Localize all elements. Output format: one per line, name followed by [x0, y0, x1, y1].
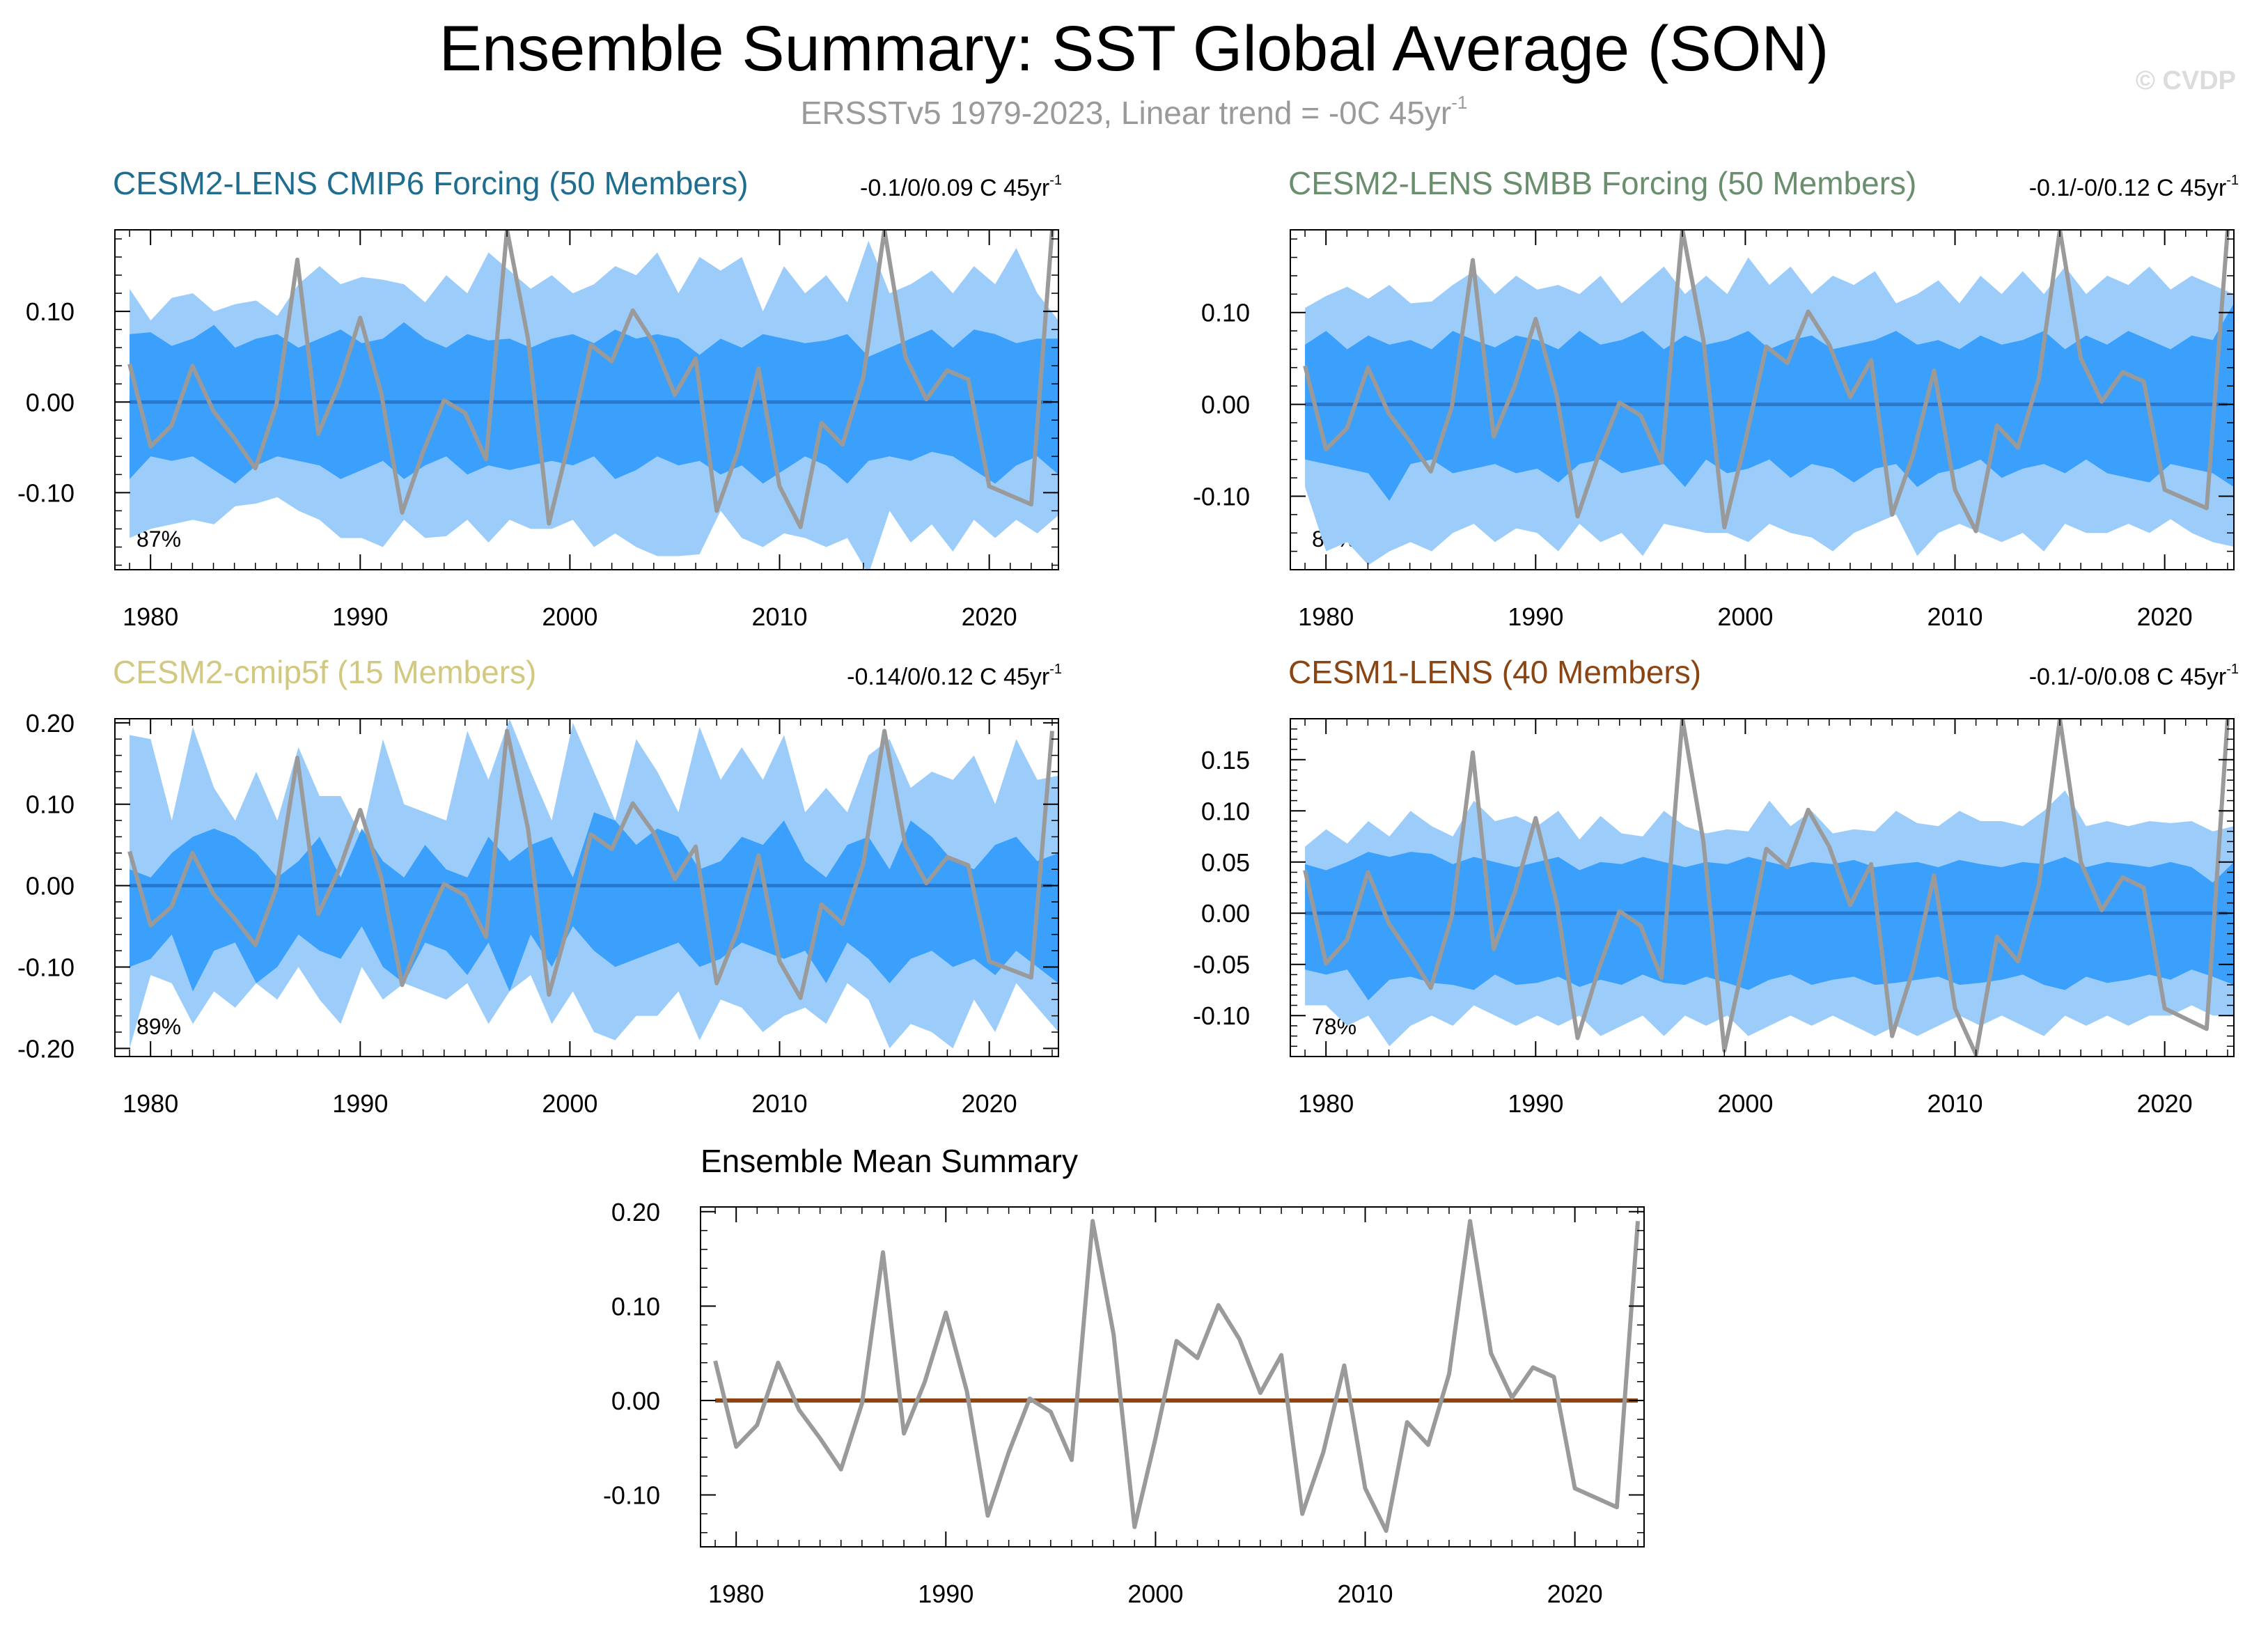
panel-4-trend-sup: -1 [2226, 662, 2239, 677]
panel-3-trend: -0.14/0/0.12 C 45yr-1 [847, 662, 1062, 691]
panel-3: -0.20 -0.10 0.00 0.10 0.20 1980 1990 2000 2010 20… [17, 709, 1059, 1118]
panel-frame [700, 1206, 1645, 1548]
observed-series-line [713, 1219, 1640, 1533]
y-tick-label: -0.10 [17, 953, 75, 981]
x-tick-label: 2000 [1127, 1580, 1183, 1608]
y-tick-label: -0.10 [1193, 482, 1250, 510]
panel-1-trend: -0.1/0/0.09 C 45yr-1 [860, 173, 1062, 202]
panel-frame [114, 718, 1059, 1057]
figure-subtitle: ERSSTv5 1979-2023, Linear trend = -0C 45… [0, 92, 2268, 132]
panel-2-trend-sup: -1 [2226, 173, 2239, 188]
y-tick-label: 0.00 [611, 1387, 660, 1415]
panel-frame [114, 229, 1059, 570]
x-tick-label: 2000 [1717, 1089, 1773, 1118]
panel-3-percent: 89% [136, 1014, 182, 1039]
y-tick-label: 0.00 [26, 388, 75, 416]
x-tick-label: 2010 [751, 602, 807, 631]
panel-4: -0.10 -0.05 0.00 0.05 0.10 0.15 1980 1990 2000 20… [1193, 718, 2235, 1118]
x-tick-label: 2020 [2137, 602, 2193, 631]
inner-spread-band [1305, 852, 2234, 1001]
x-tick-label: 2020 [2137, 1089, 2193, 1118]
inner-spread-band [1305, 303, 2234, 501]
x-tick-label: 1980 [708, 1580, 764, 1608]
observed-series-line [127, 230, 1054, 529]
y-tick-label: 0.10 [1201, 299, 1250, 327]
panel-frame [1290, 718, 2235, 1057]
x-tick-label: 1990 [1508, 602, 1563, 631]
y-tick-label: -0.10 [17, 478, 75, 507]
x-tick-label: 2020 [1547, 1580, 1603, 1608]
observed-series-line [1303, 719, 2230, 1057]
plot-area [713, 1219, 1640, 1533]
panel-4-trend-text: -0.1/-0/0.08 C 45yr [2028, 664, 2227, 690]
panel-2: -0.10 0.00 0.10 1980 1990 2000 2010 2020 [1193, 229, 2235, 631]
y-tick-label: 0.10 [611, 1292, 660, 1320]
y-tick-label: 0.10 [26, 790, 75, 819]
y-tick-label: 0.20 [26, 709, 75, 738]
y-tick-label: 0.00 [26, 872, 75, 901]
x-tick-label: 1980 [1298, 602, 1354, 631]
panel-3-title: CESM2-cmip5f (15 Members) [113, 654, 537, 690]
y-tick-label: 0.00 [1201, 391, 1250, 419]
x-tick-label: 2000 [542, 602, 597, 631]
x-tick-label: 2000 [542, 1089, 597, 1118]
x-tick-label: 2000 [1717, 602, 1773, 631]
panel-1-trend-text: -0.1/0/0.09 C 45yr [860, 175, 1050, 201]
panel-1: -0.10 0.00 0.10 1980 1990 2000 2010 2020 [17, 229, 1059, 631]
x-tick-label: 2010 [1927, 602, 1982, 631]
plot-area [1303, 230, 2234, 566]
y-tick-label: -0.10 [1193, 1001, 1250, 1030]
y-tick-label: 0.20 [611, 1198, 660, 1226]
plot-area [127, 719, 1058, 1049]
panel-1-trend-sup: -1 [1049, 173, 1062, 188]
y-tick-label: 0.10 [1201, 797, 1250, 825]
y-tick-label: 0.10 [26, 297, 75, 326]
x-tick-label: 1990 [918, 1580, 973, 1608]
panel-1-title: CESM2-LENS CMIP6 Forcing (50 Members) [113, 165, 749, 201]
x-tick-label: 1990 [1508, 1089, 1563, 1118]
panel-4-trend: -0.1/-0/0.08 C 45yr-1 [2029, 662, 2239, 691]
y-tick-label: -0.20 [17, 1034, 75, 1063]
plot-area [127, 230, 1058, 570]
panel-3-trend-text: -0.14/0/0.12 C 45yr [847, 664, 1050, 690]
figure-title: Ensemble Summary: SST Global Average (SO… [439, 13, 1829, 84]
plot-area [1303, 719, 2234, 1057]
y-tick-label: 0.15 [1201, 746, 1250, 774]
observed-series-line [127, 728, 1054, 1000]
y-tick-label: 0.00 [1201, 899, 1250, 928]
x-tick-label: 2010 [1337, 1580, 1393, 1608]
y-tick-label: 0.05 [1201, 848, 1250, 877]
inner-spread-band [130, 812, 1058, 992]
x-tick-label: 1990 [332, 1089, 388, 1118]
x-tick-label: 2020 [962, 1089, 1017, 1118]
x-tick-label: 1990 [332, 602, 388, 631]
y-tick-label: -0.10 [603, 1481, 660, 1509]
y-tick-label: -0.05 [1193, 951, 1250, 979]
x-tick-label: 2010 [1927, 1089, 1982, 1118]
x-tick-label: 1980 [1298, 1089, 1354, 1118]
panel-5: -0.10 0.00 0.10 0.20 1980 1990 2000 2010 2020 [603, 1198, 1645, 1608]
subtitle-superscript: -1 [1451, 92, 1468, 113]
x-tick-label: 2020 [962, 602, 1017, 631]
panel-2-trend-text: -0.1/-0/0.12 C 45yr [2028, 175, 2227, 201]
x-tick-label: 2010 [751, 1089, 807, 1118]
x-tick-label: 1980 [123, 602, 178, 631]
panel-4-title: CESM1-LENS (40 Members) [1288, 654, 1702, 690]
panel-2-trend: -0.1/-0/0.12 C 45yr-1 [2029, 173, 2239, 202]
observed-series-line [1303, 230, 2230, 533]
x-tick-label: 1980 [123, 1089, 178, 1118]
cvdp-watermark: © CVDP [2135, 66, 2236, 95]
panel-3-trend-sup: -1 [1049, 662, 1062, 677]
subtitle-text: ERSSTv5 1979-2023, Linear trend = -0C 45… [800, 95, 1452, 131]
panel-frame [1290, 229, 2235, 570]
panel-2-title: CESM2-LENS SMBB Forcing (50 Members) [1288, 165, 1917, 201]
mean-panel-title: Ensemble Mean Summary [701, 1143, 1078, 1179]
